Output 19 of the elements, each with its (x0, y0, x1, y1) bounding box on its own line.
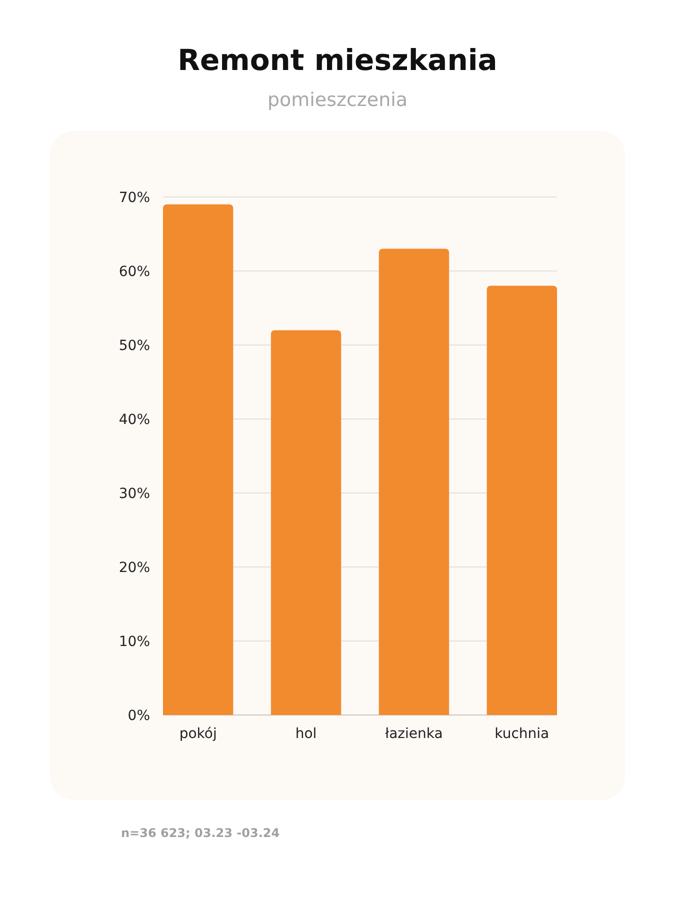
y-tick-label: 0% (128, 708, 150, 724)
bar (378, 248, 450, 715)
y-tick-label: 60% (118, 264, 150, 280)
x-tick-label: kuchnia (494, 726, 550, 742)
x-tick-label: hol (295, 726, 317, 742)
text: n=36 623; 03.23 -03.24 (121, 826, 280, 840)
y-tick-label: 20% (118, 560, 150, 576)
bar (486, 286, 557, 715)
y-tick-label: 40% (118, 412, 150, 428)
y-tick-label: 30% (118, 486, 150, 502)
y-tick-label: 50% (118, 338, 150, 354)
y-tick-label: 10% (118, 634, 150, 650)
x-tick-label: pokój (179, 726, 217, 742)
bar (163, 204, 234, 715)
chart-title: Remont mieszkania (178, 43, 498, 77)
x-tick-label: łazienka (385, 726, 443, 742)
bar (270, 330, 342, 715)
chart-subtitle: pomieszczenia (267, 89, 408, 111)
y-tick-label: 70% (118, 190, 150, 206)
